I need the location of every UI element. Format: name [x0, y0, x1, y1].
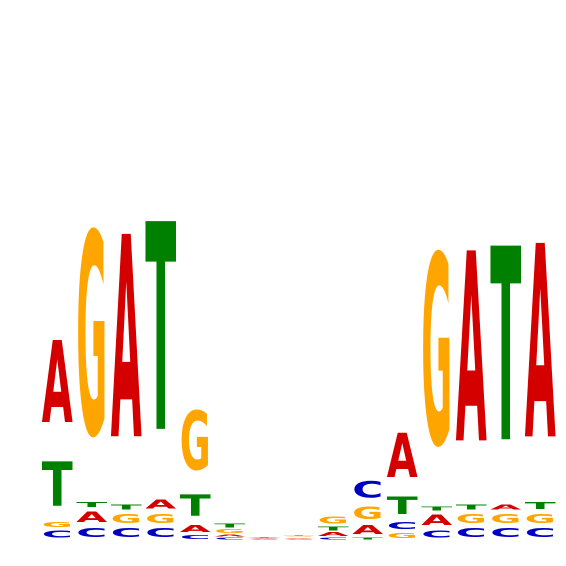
logo-letter-t: T — [352, 537, 383, 540]
logo-letter-g: G — [249, 537, 280, 538]
logo-letter-g: G — [525, 512, 556, 526]
logo-letter-a: A — [525, 190, 556, 499]
logo-letter-g: G — [180, 395, 211, 488]
logo-letter-t: T — [249, 537, 280, 538]
logo-letter-a: A — [490, 503, 522, 512]
logo-letter-g: G — [456, 512, 487, 526]
logo-letter-t: T — [456, 503, 488, 512]
logo-letter-a: A — [318, 532, 349, 538]
logo-letter-c: C — [525, 526, 556, 540]
logo-letter-c: C — [387, 521, 418, 532]
logo-letter-a: A — [387, 421, 418, 492]
logo-letter-a: A — [352, 523, 383, 537]
logo-letter-t: T — [180, 490, 211, 524]
logo-letter-c: C — [180, 534, 211, 540]
logo-letter-g: G — [283, 536, 314, 537]
logo-letter-a: A — [214, 534, 245, 537]
logo-letter-g: G — [352, 503, 383, 523]
logo-letter-t: T — [76, 500, 108, 509]
logo-letter-a: A — [283, 537, 314, 538]
logo-letter-t: T — [42, 449, 73, 520]
logo-letter-g: G — [387, 532, 418, 540]
logo-letter-a: A — [249, 538, 280, 539]
logo-letter-g: G — [490, 512, 521, 526]
logo-letter-a: A — [111, 179, 142, 502]
logo-letter-t: T — [318, 526, 349, 532]
logo-letter-c: C — [111, 526, 142, 540]
logo-letter-a: A — [145, 497, 176, 511]
logo-letter-t: T — [387, 491, 418, 520]
logo-letter-c: C — [283, 539, 314, 540]
logo-letter-a: A — [76, 509, 108, 526]
logo-letter-g: G — [76, 176, 107, 500]
logo-letter-a: A — [456, 199, 487, 502]
logo-letter-c: C — [421, 529, 452, 540]
logo-letter-g: G — [111, 512, 142, 526]
logo-letter-g: G — [214, 529, 245, 535]
logo-letter-t: T — [490, 192, 521, 501]
logo-letter-g: G — [421, 201, 452, 505]
logo-letter-t: T — [421, 506, 452, 512]
logo-letter-c: C — [76, 526, 107, 540]
logo-letter-t: T — [145, 166, 176, 497]
logo-letter-a: A — [180, 523, 212, 534]
logo-letter-c: C — [352, 477, 383, 502]
logo-letter-c: C — [249, 539, 280, 540]
logo-letter-g: G — [318, 514, 349, 526]
logo-letter-a: A — [421, 512, 453, 529]
logo-letter-c: C — [42, 529, 73, 540]
logo-letter-t: T — [214, 523, 245, 529]
logo-letter-c: C — [490, 526, 521, 540]
logo-letter-c: C — [214, 537, 245, 540]
logo-letter-t: T — [283, 534, 314, 535]
logo-letter-t: T — [111, 503, 143, 512]
logo-letter-g: G — [42, 520, 73, 528]
logo-letter-c: C — [145, 526, 176, 540]
logo-letter-g: G — [145, 512, 176, 526]
logo-letter-c: C — [318, 537, 349, 540]
logo-letter-a: A — [42, 318, 73, 449]
logo-letter-t: T — [525, 500, 557, 512]
logo-letter-c: C — [456, 526, 487, 540]
